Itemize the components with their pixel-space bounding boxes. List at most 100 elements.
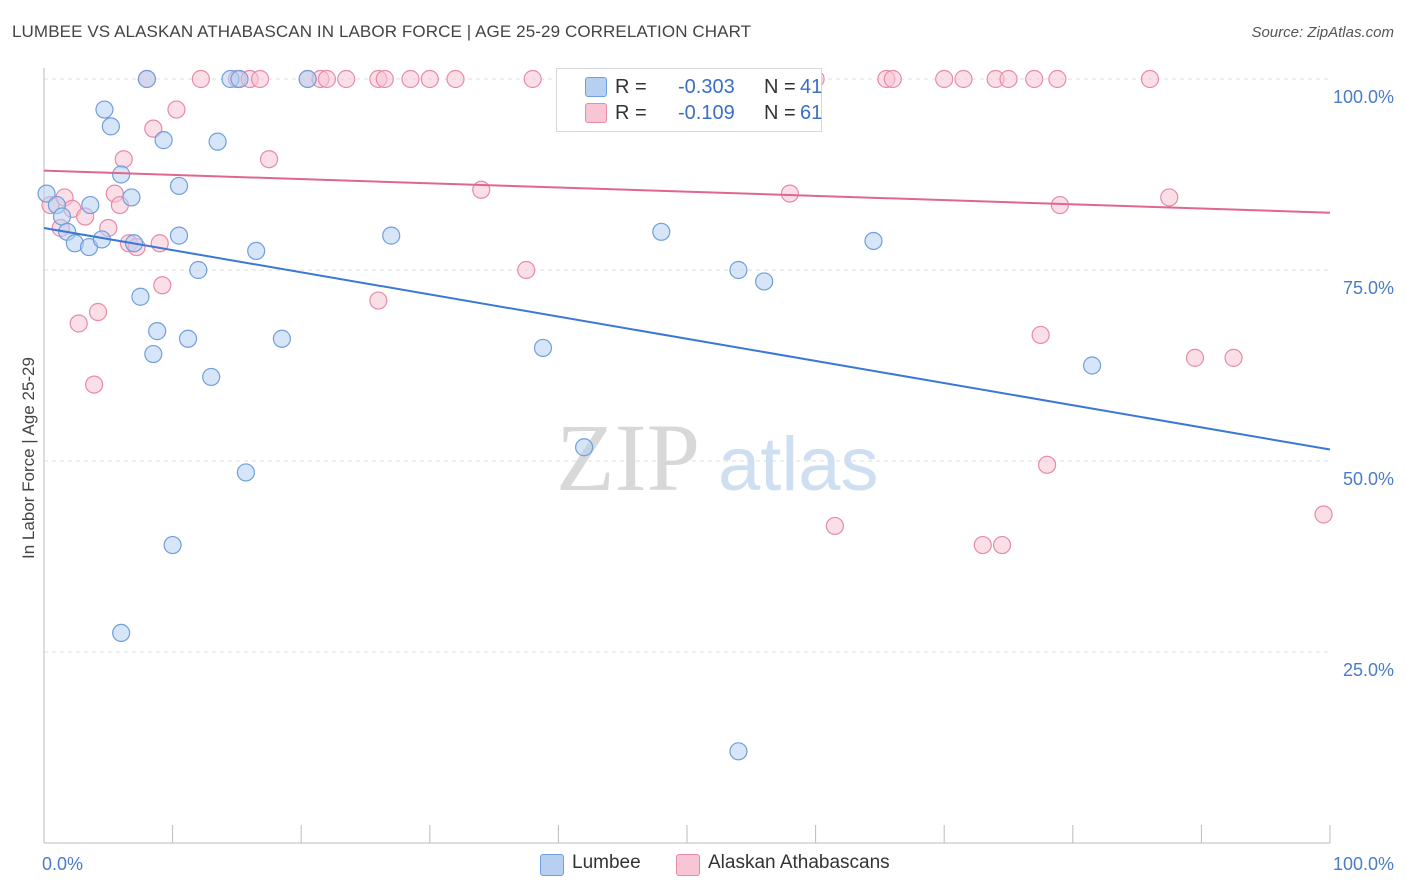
alaskan-point [401, 69, 420, 89]
alaskan-point [935, 69, 954, 89]
alaskan-point [517, 260, 536, 280]
alaskan-swatch [585, 103, 607, 123]
alaskan-point [446, 69, 465, 89]
alaskan-point [883, 69, 902, 89]
alaskan-point [825, 516, 844, 536]
lumbee-point [169, 176, 189, 196]
alaskan-point [1048, 69, 1067, 89]
alaskan-point [317, 69, 337, 89]
alaskan-point [999, 69, 1018, 89]
lumbee-points [37, 69, 1102, 761]
n-value: 61 [800, 102, 823, 124]
alaskan-point [250, 69, 270, 89]
alaskan-point [1185, 348, 1205, 367]
lumbee-point [729, 260, 748, 280]
alaskan-point [337, 69, 356, 89]
x-tick-min: 0.0% [42, 854, 83, 874]
series-legend: Lumbee Alaskan Athabascans [0, 852, 1406, 878]
lumbee-point [81, 195, 100, 215]
trend-lines [43, 169, 1331, 451]
alaskan-point [420, 69, 439, 89]
alaskan-point [1031, 325, 1050, 345]
lumbee-point [137, 69, 156, 89]
alaskan-trend-line [43, 169, 1331, 214]
alaskan-point [191, 69, 210, 89]
alaskan-point [1224, 348, 1243, 367]
lumbee-point [37, 184, 56, 203]
alaskan-point [259, 150, 279, 169]
alaskan-point [1037, 455, 1057, 474]
lumbee-swatch [540, 854, 564, 876]
alaskan-point [167, 100, 186, 119]
watermark-atlas: atlas [718, 422, 879, 507]
lumbee-point [163, 535, 182, 555]
chart-title: LUMBEE VS ALASKAN ATHABASCAN IN LABOR FO… [12, 22, 752, 41]
alaskan-point [523, 69, 542, 89]
r-value: -0.303 [678, 76, 735, 98]
lumbee-point [122, 188, 141, 207]
alaskan-point [88, 302, 108, 322]
alaskan-point [973, 535, 992, 555]
lumbee-point [575, 438, 594, 457]
alaskan-point [69, 314, 88, 333]
watermark-zip: ZIP [556, 404, 700, 511]
legend-label-lumbee: Lumbee [572, 852, 641, 873]
lumbee-point [298, 69, 317, 89]
alaskan-point [992, 535, 1012, 555]
lumbee-point [247, 241, 266, 260]
alaskan-point [85, 375, 104, 394]
lumbee-point [236, 463, 256, 482]
lumbee-point [189, 260, 208, 280]
r-label: R = [615, 102, 647, 124]
lumbee-point [131, 287, 150, 306]
lumbee-point [230, 69, 249, 89]
lumbee-point [169, 226, 189, 245]
lumbee-point [101, 117, 120, 136]
alaskan-point [369, 291, 388, 310]
lumbee-point [1082, 356, 1102, 375]
x-tick-max: 100.0% [1333, 854, 1394, 874]
alaskan-swatch [676, 854, 700, 876]
lumbee-swatch [585, 77, 607, 97]
alaskan-point [1160, 188, 1179, 207]
r-value: -0.109 [678, 102, 735, 124]
lumbee-point [652, 222, 671, 241]
lumbee-point [112, 623, 131, 643]
lumbee-point [148, 322, 167, 341]
alaskan-point [114, 150, 133, 169]
lumbee-point [382, 226, 401, 245]
lumbee-point [144, 344, 163, 364]
y-tick-label: 75.0% [1343, 278, 1394, 298]
lumbee-point [202, 367, 221, 387]
lumbee-point [864, 231, 883, 251]
alaskan-point [1314, 505, 1333, 524]
y-tick-label: 100.0% [1333, 87, 1394, 107]
watermark: ZIP atlas [556, 404, 879, 511]
n-label: N = [764, 76, 796, 98]
lumbee-point [272, 329, 292, 348]
lumbee-point [533, 338, 553, 358]
n-label: N = [764, 102, 796, 124]
y-tick-labels: 25.0% 50.0% 75.0% 100.0% [1333, 87, 1394, 680]
alaskan-point [153, 276, 172, 295]
alaskan-point [1025, 69, 1044, 89]
lumbee-point [112, 165, 131, 184]
alaskan-point [144, 119, 163, 138]
source-credit: Source: ZipAtlas.com [1251, 24, 1394, 41]
lumbee-point [208, 132, 227, 151]
stats-legend: R = -0.303 N = 41 R = -0.109 N = 61 [556, 68, 822, 132]
lumbee-point [154, 131, 173, 150]
n-value: 41 [800, 76, 823, 98]
legend-label-alaskan: Alaskan Athabascans [708, 852, 890, 873]
r-label: R = [615, 76, 647, 98]
gridlines [44, 78, 1330, 653]
lumbee-point [52, 207, 72, 226]
alaskan-point [375, 69, 394, 89]
alaskan-point [1140, 69, 1160, 89]
alaskan-point [780, 184, 799, 203]
y-axis-label: In Labor Force | Age 25-29 [19, 357, 38, 559]
y-tick-label: 25.0% [1343, 660, 1394, 680]
lumbee-point [729, 742, 748, 761]
alaskan-point [954, 69, 973, 89]
